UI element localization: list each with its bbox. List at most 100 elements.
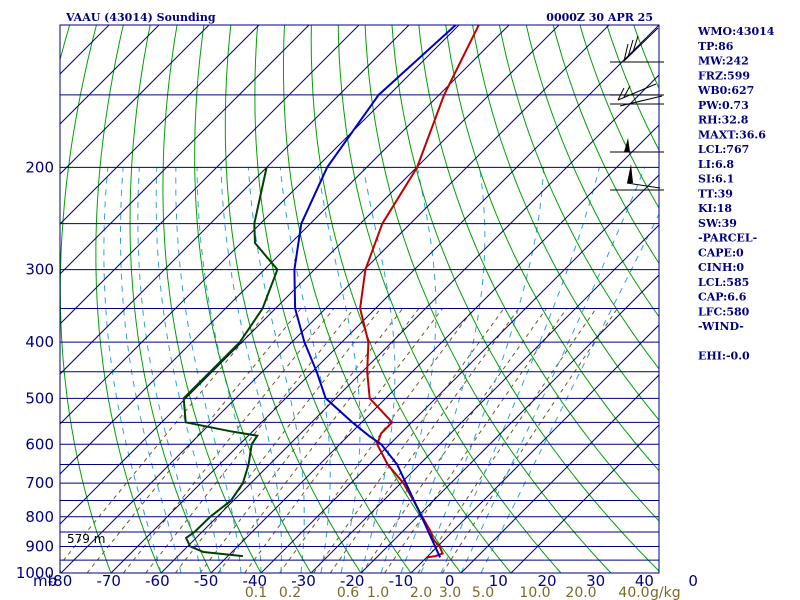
isotherm-line — [60, 25, 310, 275]
pressure-tick-label: 1000 — [16, 564, 54, 582]
temperature-tick-label: -20 — [340, 572, 365, 590]
wind-barb-feather — [632, 35, 639, 53]
temperature-tick-label: 0 — [445, 572, 455, 590]
dry-adiabat-line — [310, 25, 512, 573]
mixing-ratio-line — [244, 308, 443, 573]
moist-adiabat-line — [175, 167, 242, 573]
mixing-ratio-line — [329, 308, 520, 573]
mixing-ratio-tick-label: 20.0 — [565, 585, 596, 600]
dry-adiabat-line — [391, 25, 659, 572]
wind-barbs — [610, 27, 664, 191]
index-line: LFC:580 — [698, 305, 750, 318]
temperature-tick-label: -40 — [243, 572, 268, 590]
dry-adiabat-line — [472, 25, 659, 421]
isotherm-line — [210, 124, 659, 573]
dry-adiabat-line — [224, 25, 362, 573]
wind-barb-feather — [623, 85, 631, 98]
isotherm-line — [60, 25, 610, 573]
index-line: CINH:0 — [698, 261, 744, 274]
index-line: PW:0.73 — [698, 99, 749, 112]
station-height-label: 579 m — [67, 532, 105, 546]
temperature-tick-label: -70 — [96, 572, 121, 590]
index-line: FRZ:599 — [698, 69, 750, 82]
isotherm-line — [260, 174, 659, 573]
mixing-ratio-tick-label: 10.0 — [519, 585, 550, 600]
dry-adiabat-line — [254, 25, 412, 573]
isotherms — [60, 25, 659, 573]
isotherm-line — [60, 25, 260, 225]
index-line: MAXT:36.6 — [698, 128, 766, 141]
mixing-ratio-line — [384, 308, 568, 573]
moist-adiabat-line — [220, 167, 282, 573]
temperature-tick-label: 40 — [635, 572, 654, 590]
isotherm-line — [160, 74, 659, 573]
mixing-ratio-tick-label: 0.1 — [245, 585, 267, 600]
sounding-profiles — [182, 25, 480, 559]
dry-adiabat-line — [337, 25, 562, 573]
x-axis-unit: mb — [33, 572, 57, 590]
wind-barb-staff — [623, 27, 659, 62]
index-line: -PARCEL- — [698, 232, 757, 245]
mixing-ratio-line — [217, 308, 420, 573]
temperature-tick-label: -60 — [145, 572, 170, 590]
wind-barb-feather — [627, 39, 634, 58]
mixing-ratio-line — [361, 308, 547, 573]
mixing-ratio-tick-label: 3.0 — [439, 585, 461, 600]
dry-adiabat-line — [753, 0, 800, 585]
index-line: LCL:585 — [698, 276, 749, 289]
isotherm-line — [60, 25, 160, 125]
temperature-tick-label: 10 — [489, 572, 508, 590]
mixing-ratio-tick-label: 0.2 — [279, 585, 301, 600]
pressure-tick-label: 500 — [25, 389, 54, 407]
mixing-ratio-line — [441, 308, 618, 573]
wind-barb-pennant — [624, 138, 630, 152]
moist-adiabat-line — [420, 167, 544, 573]
mixing-ratio-tick-label: 5.0 — [472, 585, 494, 600]
pressure-tick-label: 900 — [25, 537, 54, 555]
index-line: TT:39 — [698, 187, 733, 200]
isotherm-line — [60, 25, 560, 525]
mixing-ratio-line — [279, 308, 475, 573]
index-line: EHI:-0.0 — [698, 350, 750, 363]
mixing-ratio-tick-label: 2.0 — [410, 585, 432, 600]
wind-barb-feather — [623, 43, 629, 62]
isotherm-line — [60, 25, 410, 375]
isotherm-line — [510, 424, 659, 573]
moist-adiabat-line — [440, 167, 600, 573]
isotherm-line — [60, 25, 510, 475]
wind-barb-staff — [619, 95, 663, 107]
plot-frame — [59, 24, 660, 574]
moist-adiabat-line — [317, 167, 361, 573]
temperature-tick-label: -50 — [194, 572, 219, 590]
pressure-tick-label: 400 — [25, 333, 54, 351]
wind-barb-staff — [617, 83, 657, 101]
mixing-ratio-line — [145, 308, 355, 573]
moist-adiabat-line — [460, 167, 646, 573]
mixing-ratio-line — [123, 308, 335, 573]
chart-background — [60, 25, 659, 573]
isotherm-line — [60, 25, 210, 175]
temperature-tick-label: -80 — [48, 572, 73, 590]
index-line: WB0:627 — [697, 84, 754, 97]
moist-adiabat-line — [279, 167, 331, 573]
mixing-ratio-tick-label: 1.0 — [367, 585, 389, 600]
axis-ticks: 1002003004005006007008009001000-80-70-60… — [16, 0, 698, 600]
index-line: KI:18 — [698, 202, 732, 215]
dry-adiabat-line — [552, 25, 659, 265]
chart-time: 0000Z 30 APR 25 — [546, 11, 653, 24]
mixing-ratio-line — [174, 308, 382, 573]
isotherm-line — [460, 374, 659, 573]
moist-adiabat-line — [196, 167, 262, 573]
moist-adiabat-line — [480, 213, 659, 573]
pressure-tick-label: 800 — [25, 508, 54, 526]
index-line: TP:86 — [698, 40, 734, 53]
index-line: MW:242 — [698, 55, 749, 68]
plot-area — [60, 25, 659, 573]
index-line: SW:39 — [698, 217, 737, 230]
temperature-tick-label: 30 — [586, 572, 605, 590]
isotherm-line — [110, 25, 659, 573]
temperature-tick-label: -30 — [291, 572, 316, 590]
temperature-tick-label: 0 — [688, 572, 698, 590]
